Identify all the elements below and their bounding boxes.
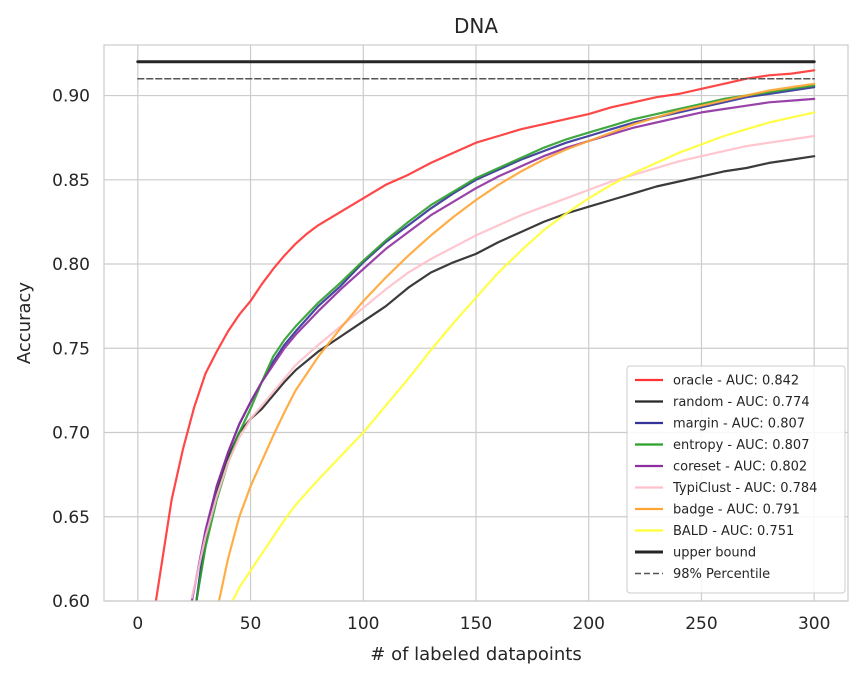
series-layer (136, 60, 816, 601)
y-tick-label-5: 0.85 (52, 171, 90, 191)
series-line-6 (217, 82, 816, 601)
x-tick-label-5: 250 (685, 614, 717, 634)
legend-label-5: TypiClust - AUC: 0.784 (672, 481, 817, 496)
x-axis-label: # of labeled datapoints (370, 644, 581, 665)
series-line-4 (190, 97, 816, 601)
legend-label-7: BALD - AUC: 0.751 (673, 524, 794, 539)
x-tick-label-6: 300 (798, 614, 830, 634)
series-line-3 (195, 84, 816, 601)
legend-box (626, 365, 846, 594)
y-tick-labels: 0.60 0.65 0.70 0.75 0.80 0.85 0.90 (52, 87, 90, 612)
legend-label-1: random - AUC: 0.774 (673, 395, 810, 410)
x-tick-label-3: 150 (460, 614, 492, 634)
x-tick-label-4: 200 (573, 614, 605, 634)
y-tick-label-4: 0.80 (52, 255, 90, 275)
y-axis-label: Accuracy (14, 282, 35, 365)
chart-title: DNA (454, 14, 498, 38)
x-tick-label-1: 50 (240, 614, 262, 634)
y-tick-label-1: 0.65 (52, 508, 90, 528)
plot-frame (103, 44, 849, 602)
legend: oracle - AUC: 0.842 random - AUC: 0.774 ma… (626, 365, 846, 594)
legend-label-0: oracle - AUC: 0.842 (673, 374, 799, 389)
y-tick-label-3: 0.75 (52, 339, 90, 359)
x-tick-label-0: 0 (132, 614, 143, 634)
x-tick-labels: 0 50 100 150 200 250 300 (132, 614, 830, 634)
series-line-5 (190, 134, 816, 599)
y-tick-label-6: 0.90 (52, 87, 90, 107)
legend-label-3: entropy - AUC: 0.807 (673, 438, 809, 453)
legend-label-9: 98% Percentile (673, 567, 770, 582)
legend-label-4: coreset - AUC: 0.802 (673, 460, 807, 475)
legend-label-8: upper bound (673, 546, 756, 561)
legend-label-6: badge - AUC: 0.791 (673, 503, 800, 518)
series-line-7 (231, 111, 816, 601)
x-tick-label-2: 100 (347, 614, 379, 634)
legend-label-2: margin - AUC: 0.807 (673, 417, 805, 432)
y-tick-label-2: 0.70 (52, 424, 90, 444)
series-line-0 (154, 69, 816, 601)
y-tick-label-0: 0.60 (52, 592, 90, 612)
